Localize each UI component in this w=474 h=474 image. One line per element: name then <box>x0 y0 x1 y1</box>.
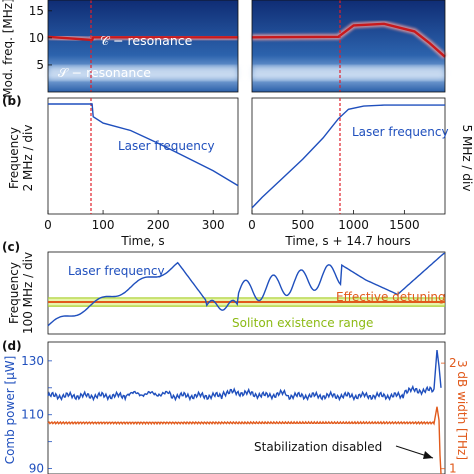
panel-a-ytick-label: 15 <box>29 4 44 18</box>
panel-b-xtick-label: 0 <box>248 218 256 232</box>
panel-d-right-ytick-label: 2 <box>449 356 457 370</box>
panel-d-left-ytick-label: 110 <box>21 408 44 422</box>
panel-a-right-s-band <box>252 66 445 80</box>
panel-b-ylabel-line1: Frequency <box>7 127 21 189</box>
panel-c-label: (c) <box>2 240 20 254</box>
laser-frequency-line-right <box>251 104 445 209</box>
panel-a: 𝒞 − resonance 𝒮 − resonance Mod. freq. [… <box>1 0 447 98</box>
panel-d-label: (d) <box>2 339 22 353</box>
s-resonance-label: 𝒮 − resonance <box>58 65 151 80</box>
comb-width-line <box>47 406 442 474</box>
panel-a-ytick-label: 5 <box>36 58 44 72</box>
c-resonance-label: 𝒞 − resonance <box>100 33 193 48</box>
panel-d-left-ytick-label: 130 <box>21 354 44 368</box>
panel-b-right-legend: Laser frequency <box>352 125 449 139</box>
panel-a-left-s-band <box>48 66 238 80</box>
panel-b-ylabel-line2: 2 MHz / div <box>21 125 35 192</box>
stabilization-disabled-label: Stabilization disabled <box>254 440 382 454</box>
panel-b-xtick-label: 100 <box>92 218 115 232</box>
panel-b-xtick-label: 1500 <box>389 218 420 232</box>
panel-b-left-xlabel: Time, s <box>120 234 164 248</box>
panel-b: (b) Laser frequency Laser frequency 0 100… <box>2 94 474 248</box>
panel-c-ylabel-line2: 100 MHz / div <box>21 252 35 334</box>
panel-b-xtick-label: 500 <box>291 218 314 232</box>
laser-frequency-line-left <box>48 103 239 187</box>
panel-b-xtick-label: 0 <box>44 218 52 232</box>
c-resonance-trace-1 <box>251 22 446 58</box>
laser-frequency-line-c <box>47 252 445 327</box>
panel-b-left-legend: Laser frequency <box>118 139 215 153</box>
panel-d-left-ytick-label: 90 <box>29 462 44 474</box>
panel-a-ytick-label: 10 <box>29 31 44 45</box>
panel-d: (d) Stabilization disabled 90 110 130 1 2 C… <box>2 339 469 474</box>
stabilization-annotation: Stabilization disabled <box>250 437 434 459</box>
panel-d-left-ylabel: Comb power [μW] <box>3 356 17 465</box>
panel-d-right-ytick-label: 1 <box>449 462 457 474</box>
panel-d-right-ylabel: 3 dB width [THz] <box>455 360 469 460</box>
panel-c-ylabel-line1: Frequency <box>7 262 21 324</box>
panel-c-detuning-label: Effective detuning <box>336 290 446 304</box>
panel-b-right-ylabel: 5 MHz / div <box>460 125 474 192</box>
panel-a-ylabel: Mod. freq. [MHz] <box>1 0 15 98</box>
panel-c-laser-label: Laser frequency <box>68 264 165 278</box>
c-resonance-trace-0 <box>47 35 238 42</box>
comb-power-line <box>47 350 442 402</box>
panel-b-xtick-label: 300 <box>202 218 225 232</box>
panel-b-label: (b) <box>2 94 22 108</box>
panel-b-xtick-label: 200 <box>147 218 170 232</box>
panel-b-right-xlabel: Time, s + 14.7 hours <box>284 234 410 248</box>
panel-c: (c) Laser frequency Effective detuning S… <box>2 240 446 335</box>
panel-b-xtick-label: 1000 <box>338 218 369 232</box>
panel-c-soliton-label: Soliton existence range <box>232 316 373 330</box>
